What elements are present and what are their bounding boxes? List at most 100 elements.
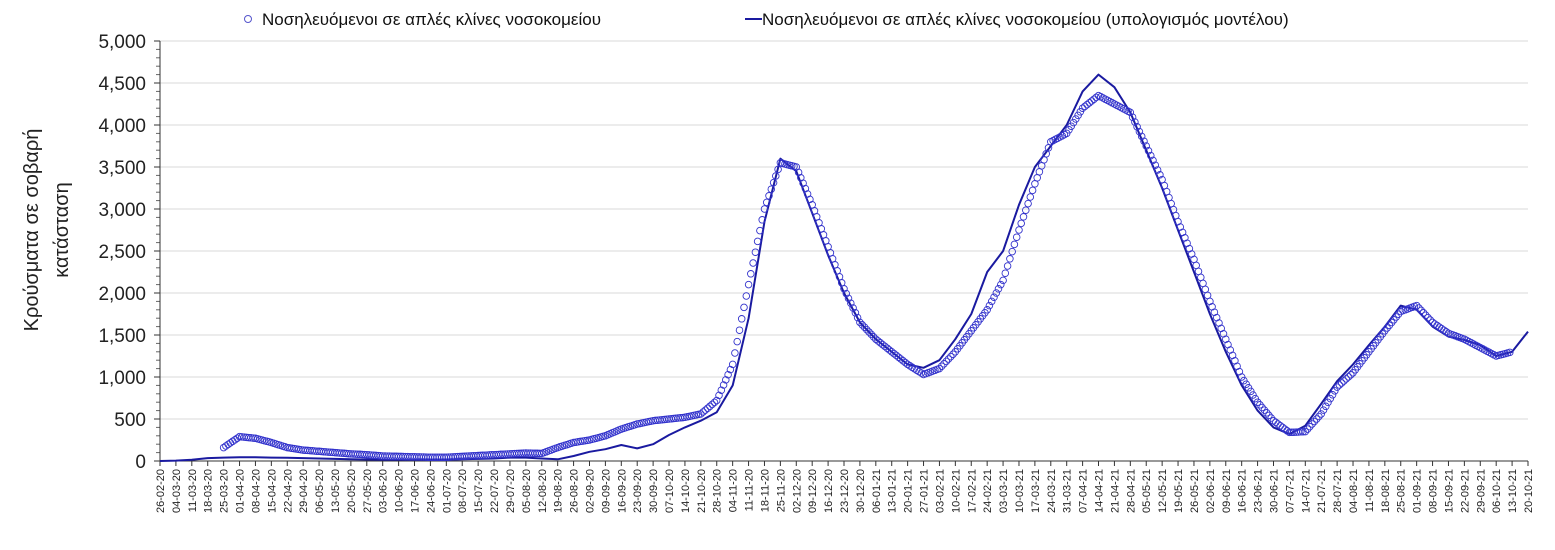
data-point xyxy=(699,408,707,416)
data-point xyxy=(1506,348,1514,357)
x-tick-label: 31-03-21 xyxy=(1062,469,1074,513)
data-point xyxy=(876,339,885,347)
data-point xyxy=(722,376,730,384)
x-tick-label: 08-09-21 xyxy=(1428,469,1440,513)
gridlines xyxy=(160,40,1528,420)
data-point xyxy=(862,325,871,334)
data-point xyxy=(231,436,239,444)
data-point xyxy=(1083,100,1091,109)
data-point xyxy=(1306,422,1314,431)
x-tick-label: 03-06-20 xyxy=(378,469,390,513)
data-point xyxy=(753,237,762,246)
x-tick-label: 30-09-20 xyxy=(648,469,660,513)
data-point xyxy=(856,318,864,327)
data-point xyxy=(1303,425,1312,433)
data-point xyxy=(1074,111,1082,120)
x-tick-label: 22-07-20 xyxy=(489,469,501,513)
data-point xyxy=(878,340,887,349)
x-tick-label: 09-09-20 xyxy=(600,469,612,513)
data-point xyxy=(1017,219,1025,228)
data-point xyxy=(867,330,876,339)
x-tick-label: 02-09-20 xyxy=(584,469,596,513)
data-point xyxy=(849,304,857,312)
legend: Νοσηλευόμενοι σε απλές κλίνες νοσοκομείο… xyxy=(244,10,1289,29)
data-point xyxy=(737,315,746,323)
data-point xyxy=(233,434,242,442)
data-point xyxy=(992,289,1001,297)
data-point xyxy=(1153,166,1162,174)
data-point xyxy=(1387,318,1396,327)
data-point xyxy=(1026,193,1035,201)
data-point xyxy=(1324,398,1332,407)
x-tick-label: 27-05-20 xyxy=(362,469,374,513)
data-point xyxy=(1424,313,1432,322)
data-point xyxy=(1419,309,1428,317)
data-point xyxy=(872,335,880,343)
x-tick-label: 23-06-21 xyxy=(1253,469,1265,513)
data-point xyxy=(1317,410,1325,418)
x-tick-label: 14-07-21 xyxy=(1300,469,1312,513)
data-point xyxy=(219,443,228,452)
data-point xyxy=(853,313,862,322)
data-point xyxy=(1028,186,1037,195)
data-point xyxy=(987,297,996,306)
x-tick-label: 19-05-21 xyxy=(1173,469,1185,513)
x-tick-label: 28-07-21 xyxy=(1332,469,1344,513)
x-tick-label: 25-11-20 xyxy=(775,469,787,512)
x-tick-label: 15-07-20 xyxy=(473,469,485,513)
data-point xyxy=(706,402,714,411)
model-line-series xyxy=(159,73,1529,462)
data-point xyxy=(842,289,851,298)
data-point xyxy=(858,321,866,329)
x-tick-label: 17-03-21 xyxy=(1030,469,1042,513)
data-point xyxy=(733,337,741,346)
legend-circle-icon xyxy=(244,15,252,23)
data-point xyxy=(892,351,901,360)
data-point xyxy=(1085,99,1094,107)
data-point xyxy=(1342,375,1350,383)
x-tick-label: 16-06-21 xyxy=(1237,469,1249,513)
x-tick-label: 01-07-20 xyxy=(441,469,453,513)
data-point xyxy=(715,391,723,400)
x-tick-label: 04-11-20 xyxy=(728,469,740,512)
x-tick-label: 21-07-21 xyxy=(1316,469,1328,513)
x-tick-label: 20-05-20 xyxy=(346,469,358,513)
data-point xyxy=(749,259,757,267)
x-tick-label: 15-04-20 xyxy=(266,469,278,513)
x-tick-label: 15-09-21 xyxy=(1443,469,1455,513)
data-point xyxy=(1322,402,1330,411)
x-tick-label: 29-07-20 xyxy=(505,469,517,513)
data-point xyxy=(1128,113,1137,121)
data-point xyxy=(883,344,891,352)
data-point xyxy=(1260,406,1269,414)
x-tick-label: 14-04-21 xyxy=(1094,469,1106,513)
data-point xyxy=(735,326,744,334)
data-point xyxy=(1433,321,1441,330)
x-tick-label: 17-02-21 xyxy=(966,469,978,513)
data-point xyxy=(1431,320,1439,328)
data-point xyxy=(869,333,878,341)
data-point xyxy=(1019,213,1028,221)
data-point xyxy=(1256,401,1264,409)
data-point xyxy=(1065,126,1073,134)
data-point xyxy=(1024,199,1032,208)
data-point xyxy=(1435,323,1444,331)
data-point xyxy=(1253,398,1262,406)
data-point xyxy=(942,357,951,366)
x-tick-label: 06-05-20 xyxy=(314,469,326,513)
y-axis-title-line-2: κατάσταση xyxy=(51,182,73,278)
data-point xyxy=(935,364,944,373)
data-point xyxy=(1022,206,1030,214)
data-point xyxy=(1297,428,1305,436)
x-tick-label: 18-08-21 xyxy=(1380,469,1392,513)
y-tick-label: 3,500 xyxy=(98,158,146,179)
data-point xyxy=(1087,97,1096,105)
data-point xyxy=(885,346,894,354)
data-point xyxy=(1383,324,1391,332)
data-point xyxy=(1347,371,1355,379)
data-point xyxy=(1131,118,1139,126)
data-point xyxy=(940,360,948,368)
x-tick-label: 21-10-20 xyxy=(696,469,708,513)
x-tick-label: 01-09-21 xyxy=(1412,469,1424,513)
x-tick-label: 14-10-20 xyxy=(680,469,692,513)
